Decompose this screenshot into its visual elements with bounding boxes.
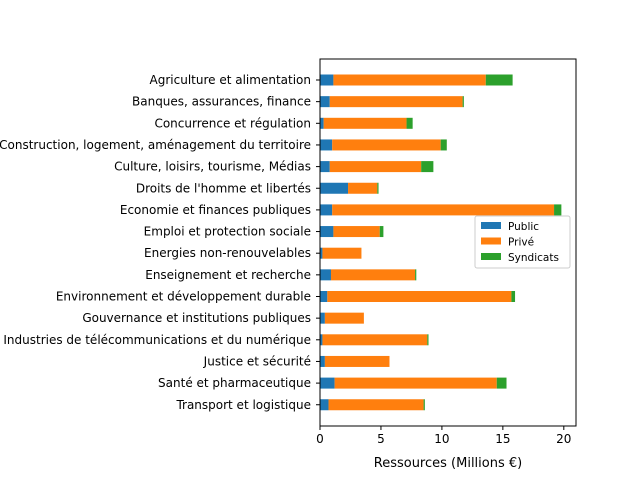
bar-public-0 — [320, 74, 334, 86]
bar-priv--13 — [324, 355, 390, 367]
bar-public-5 — [320, 182, 349, 194]
y-tick-label: Agriculture et alimentation — [150, 73, 311, 87]
y-tick-label: Droits de l'homme et libertés — [136, 181, 311, 195]
x-tick-label: 15 — [495, 432, 510, 446]
bar-syndicats-4 — [421, 161, 434, 173]
x-axis-ticks: 0 5 10 15 20 — [316, 426, 571, 446]
bar-priv--2 — [323, 117, 407, 129]
bar-public-4 — [320, 161, 330, 173]
bar-syndicats-15 — [423, 399, 425, 411]
bar-priv--11 — [324, 312, 364, 324]
legend-label: Privé — [508, 237, 534, 249]
bar-syndicats-3 — [440, 139, 447, 151]
bar-priv--10 — [327, 291, 512, 302]
y-tick-label: Emploi et protection sociale — [144, 225, 311, 239]
y-axis-labels: Agriculture et alimentation Banques, assu… — [0, 73, 320, 412]
bar-syndicats-7 — [379, 226, 384, 238]
y-tick-label: Santé et pharmaceutique — [158, 376, 311, 390]
y-tick-label: Justice et sécurité — [203, 354, 311, 368]
bar-public-2 — [320, 117, 324, 129]
bar-syndicats-0 — [485, 74, 513, 86]
plot-area-frame — [319, 58, 577, 427]
legend-swatch — [481, 222, 501, 229]
bar-syndicats-14 — [496, 377, 507, 389]
bar-priv--3 — [332, 139, 441, 151]
y-tick-label: Banques, assurances, finance — [132, 95, 311, 109]
bar-public-15 — [320, 399, 329, 411]
bar-public-13 — [320, 355, 325, 367]
legend-swatch — [481, 253, 501, 260]
x-tick-label: 5 — [377, 432, 385, 446]
legend-swatch — [481, 237, 501, 245]
bar-priv--14 — [334, 377, 497, 389]
y-tick-label: Environnement et développement durable — [56, 290, 311, 304]
bar-syndicats-5 — [377, 182, 379, 194]
bar-priv--5 — [348, 182, 378, 194]
y-tick-label: Energies non-renouvelables — [144, 246, 311, 260]
bar-priv--1 — [329, 96, 463, 108]
bar-priv--6 — [332, 204, 555, 216]
y-tick-label: Gouvernance et institutions publiques — [82, 311, 311, 325]
bar-priv--0 — [333, 74, 486, 86]
bar-priv--12 — [322, 334, 428, 346]
bar-priv--4 — [329, 161, 422, 173]
bar-public-11 — [320, 312, 325, 324]
bar-public-1 — [320, 96, 330, 108]
y-tick-label: Culture, loisirs, tourisme, Médias — [114, 160, 311, 174]
y-tick-label: Industries de télécommunications et du n… — [3, 333, 311, 347]
x-tick-label: 20 — [556, 432, 571, 446]
legend: Public Privé Syndicats — [474, 215, 571, 269]
bar-syndicats-2 — [406, 117, 413, 129]
legend-label: Public — [508, 221, 539, 233]
bars-layer — [320, 74, 562, 411]
bar-syndicats-6 — [554, 204, 562, 216]
bar-public-12 — [320, 334, 323, 346]
x-axis-label: Ressources (Millions €) — [374, 456, 522, 471]
bar-public-7 — [320, 226, 334, 238]
bar-public-3 — [320, 139, 333, 151]
x-tick-label: 10 — [434, 432, 449, 446]
y-tick-label: Economie et finances publiques — [120, 203, 311, 217]
bar-syndicats-9 — [415, 269, 417, 281]
bar-public-14 — [320, 377, 335, 389]
bar-syndicats-10 — [511, 291, 516, 302]
y-tick-label: Construction, logement, aménagement du t… — [0, 138, 311, 152]
bar-public-8 — [320, 247, 323, 259]
bar-priv--9 — [330, 269, 416, 281]
bar-priv--7 — [333, 226, 380, 238]
bar-syndicats-1 — [462, 96, 464, 108]
y-tick-label: Concurrence et régulation — [154, 116, 311, 130]
bar-priv--8 — [322, 247, 362, 259]
bar-public-9 — [320, 269, 331, 281]
y-tick-label: Transport et logistique — [175, 398, 311, 412]
x-tick-label: 0 — [316, 432, 324, 446]
legend-label: Syndicats — [508, 252, 559, 264]
bar-public-6 — [320, 204, 333, 216]
bar-syndicats-12 — [427, 334, 429, 346]
bar-public-10 — [320, 291, 328, 302]
y-tick-label: Enseignement et recherche — [145, 268, 311, 282]
bar-priv--15 — [328, 399, 424, 411]
